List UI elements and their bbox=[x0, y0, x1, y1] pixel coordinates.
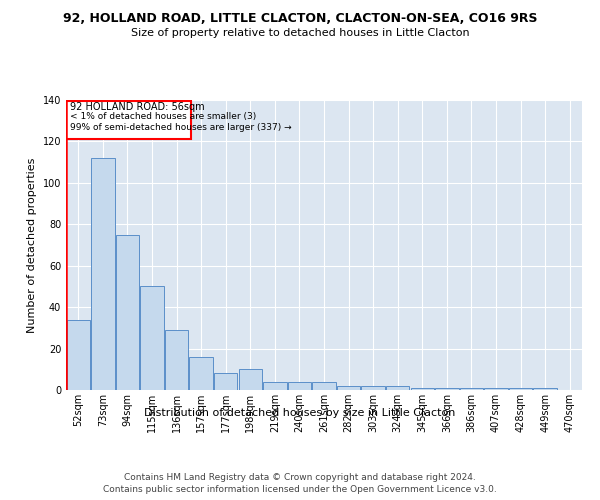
Bar bbox=[116, 234, 139, 390]
Bar bbox=[313, 382, 335, 390]
Text: Distribution of detached houses by size in Little Clacton: Distribution of detached houses by size … bbox=[145, 408, 455, 418]
Bar bbox=[214, 374, 238, 390]
Text: 92 HOLLAND ROAD: 56sqm: 92 HOLLAND ROAD: 56sqm bbox=[70, 102, 205, 112]
Bar bbox=[67, 320, 90, 390]
Bar bbox=[435, 388, 458, 390]
Bar bbox=[337, 386, 360, 390]
Bar bbox=[386, 386, 409, 390]
Bar bbox=[190, 357, 213, 390]
Text: 92, HOLLAND ROAD, LITTLE CLACTON, CLACTON-ON-SEA, CO16 9RS: 92, HOLLAND ROAD, LITTLE CLACTON, CLACTO… bbox=[63, 12, 537, 26]
Bar bbox=[239, 370, 262, 390]
Bar bbox=[361, 386, 385, 390]
FancyBboxPatch shape bbox=[67, 101, 191, 140]
Bar bbox=[165, 330, 188, 390]
Bar bbox=[460, 388, 483, 390]
Text: Size of property relative to detached houses in Little Clacton: Size of property relative to detached ho… bbox=[131, 28, 469, 38]
Bar bbox=[91, 158, 115, 390]
Bar bbox=[263, 382, 287, 390]
Bar bbox=[509, 388, 532, 390]
Bar bbox=[288, 382, 311, 390]
Text: < 1% of detached houses are smaller (3): < 1% of detached houses are smaller (3) bbox=[70, 112, 256, 122]
Text: 99% of semi-detached houses are larger (337) →: 99% of semi-detached houses are larger (… bbox=[70, 123, 292, 132]
Y-axis label: Number of detached properties: Number of detached properties bbox=[27, 158, 37, 332]
Bar bbox=[533, 388, 557, 390]
Text: Contains HM Land Registry data © Crown copyright and database right 2024.
Contai: Contains HM Land Registry data © Crown c… bbox=[103, 472, 497, 494]
Bar bbox=[484, 388, 508, 390]
Bar bbox=[410, 388, 434, 390]
Bar bbox=[140, 286, 164, 390]
